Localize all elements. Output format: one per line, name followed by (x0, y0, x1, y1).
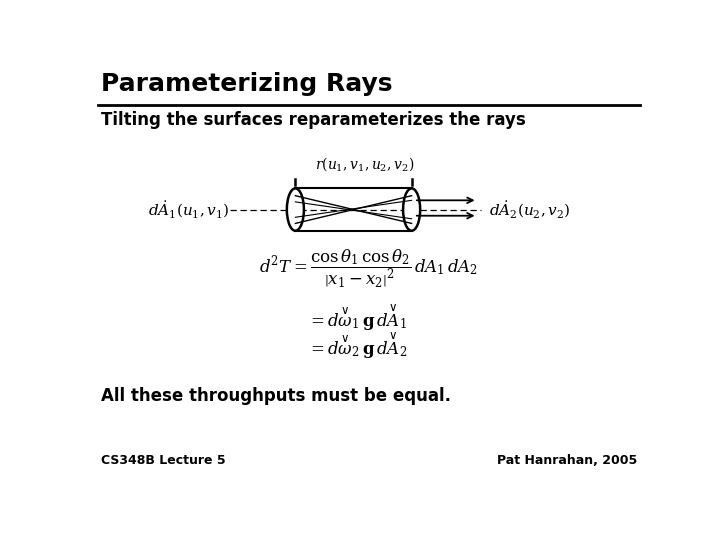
Text: CS348B Lecture 5: CS348B Lecture 5 (101, 455, 225, 468)
Text: $d\dot{A}_1(u_1, v_1)$: $d\dot{A}_1(u_1, v_1)$ (148, 199, 230, 220)
Ellipse shape (403, 188, 420, 231)
Text: $d^2T = \dfrac{\cos\theta_1\,\cos\theta_2}{\left|x_1 - x_2\right|^2}\,dA_1\,dA_2: $d^2T = \dfrac{\cos\theta_1\,\cos\theta_… (259, 248, 479, 290)
Text: Parameterizing Rays: Parameterizing Rays (101, 72, 392, 97)
Ellipse shape (287, 188, 304, 231)
Text: All these throughputs must be equal.: All these throughputs must be equal. (101, 387, 451, 404)
Text: $= d\overset{\vee}{\omega}_2\,\mathbf{g}\,d\overset{\vee}{A}_2$: $= d\overset{\vee}{\omega}_2\,\mathbf{g}… (307, 331, 408, 361)
Text: Tilting the surfaces reparameterizes the rays: Tilting the surfaces reparameterizes the… (101, 111, 526, 129)
Text: $d\dot{A}_2(u_2, v_2)$: $d\dot{A}_2(u_2, v_2)$ (489, 199, 570, 220)
Text: $r(u_1, v_1, u_2, v_2)$: $r(u_1, v_1, u_2, v_2)$ (315, 155, 415, 173)
Text: Pat Hanrahan, 2005: Pat Hanrahan, 2005 (497, 455, 637, 468)
Text: $= d\overset{\vee}{\omega}_1\,\mathbf{g}\,d\overset{\vee}{A}_1$: $= d\overset{\vee}{\omega}_1\,\mathbf{g}… (307, 303, 408, 333)
